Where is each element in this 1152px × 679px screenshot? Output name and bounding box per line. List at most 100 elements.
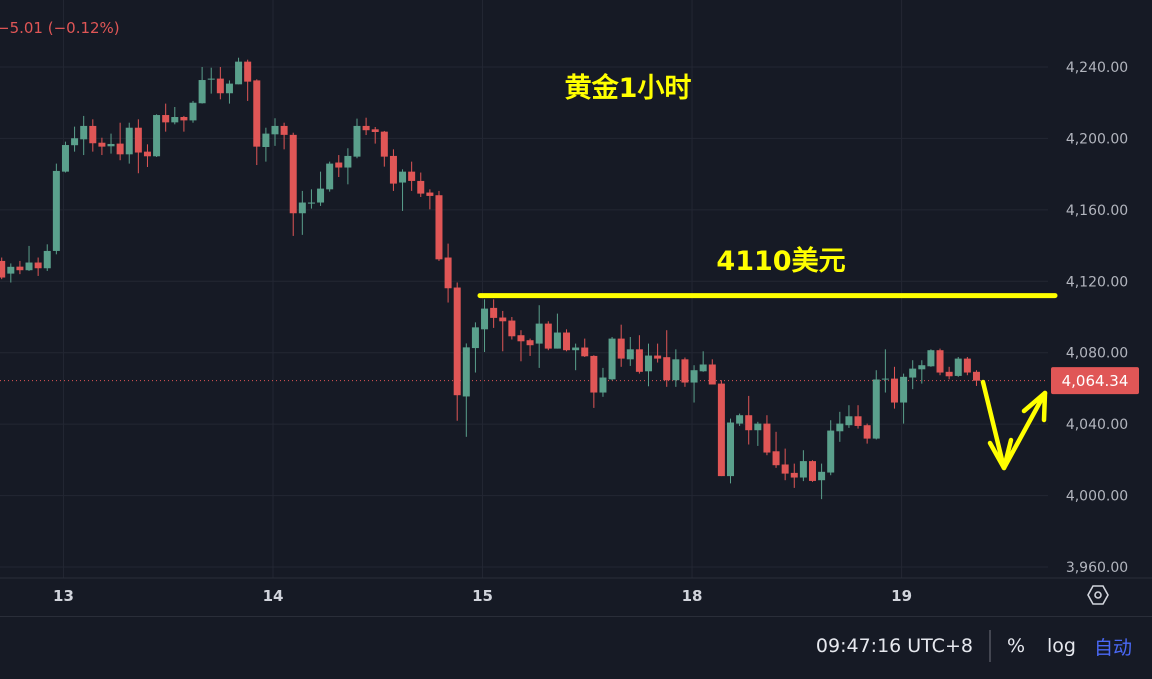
x-tick-label: 19 [891, 587, 912, 605]
candle-up [353, 118, 361, 159]
candle-body [125, 127, 133, 155]
candle-up [25, 245, 33, 271]
candle-down [134, 119, 142, 174]
candle-down [781, 448, 789, 481]
candle-down [16, 260, 24, 275]
y-tick-label: 4,080.00 [1066, 346, 1128, 362]
candle-body [909, 368, 917, 378]
candle-down [963, 356, 971, 376]
candle-body [872, 379, 880, 439]
candle-up [344, 148, 352, 185]
y-tick-label: 4,240.00 [1066, 60, 1128, 76]
candle-down [890, 366, 898, 409]
candle-body [25, 262, 33, 271]
candle-body [617, 338, 625, 359]
candle-body [763, 423, 771, 453]
x-tick-label: 15 [472, 587, 493, 605]
candle-down [280, 122, 288, 150]
candle-body [572, 347, 580, 351]
candle-down [417, 172, 425, 197]
candle-up [608, 336, 616, 381]
candle-down [972, 370, 980, 386]
x-tick-label: 18 [682, 587, 703, 605]
candle-body [936, 350, 944, 373]
candle-body [754, 423, 762, 431]
candle-body [590, 355, 598, 393]
time-axis[interactable]: 13 14 15 18 19 [53, 587, 912, 605]
candle-body [34, 262, 42, 269]
candle-body [207, 78, 215, 80]
candle-body [43, 250, 51, 269]
candle-body [253, 80, 261, 147]
candle-body [16, 266, 24, 271]
candle-body [462, 347, 470, 397]
candle-up [317, 171, 325, 206]
candle-body [371, 129, 379, 132]
candle-down [790, 463, 798, 488]
clock-timezone[interactable]: 09:47:16 UTC+8 [815, 635, 973, 657]
y-tick-label: 3,960.00 [1066, 560, 1128, 576]
candle-down [116, 122, 124, 161]
candle-down [936, 348, 944, 376]
candle-down [362, 117, 370, 136]
candle-body [389, 155, 397, 184]
candle-body [244, 61, 252, 82]
candle-body [699, 364, 707, 372]
auto-scale-toggle[interactable]: 自动 [1093, 636, 1132, 659]
candle-body [890, 378, 898, 403]
candle-down [34, 257, 42, 276]
candle-down [526, 338, 534, 356]
candle-body [417, 180, 425, 194]
candle-up [909, 360, 917, 390]
candle-body [927, 350, 935, 367]
log-scale-toggle[interactable]: log [1047, 635, 1076, 657]
hexagon-settings-icon[interactable] [1086, 583, 1110, 607]
candle-body [71, 138, 79, 146]
candle-body [353, 125, 361, 157]
candle-body [690, 370, 698, 383]
bottom-toolbar: 09:47:16 UTC+8 % log 自动 [0, 616, 1152, 679]
candle-down [654, 343, 662, 363]
candle-body [535, 323, 543, 344]
candle-up [225, 80, 233, 104]
candle-body [444, 257, 452, 289]
candle-down [162, 103, 170, 132]
candle-down [763, 415, 771, 456]
candlestick-chart[interactable]: 4,240.00 4,200.00 4,160.00 4,120.00 4,080.00… [0, 0, 1152, 616]
candle-body [918, 365, 926, 370]
candle-down [426, 189, 434, 210]
candle-body [827, 430, 835, 473]
candle-down [435, 190, 443, 261]
divider [988, 630, 991, 662]
candle-up [572, 343, 580, 371]
candle-body [508, 320, 516, 337]
candle-up [43, 244, 51, 271]
candle-body [453, 287, 461, 396]
candle-body [116, 143, 124, 155]
candle-up [727, 418, 734, 484]
candle-up [171, 106, 179, 125]
candle-down [453, 282, 461, 421]
forecast-arrow-annotation[interactable] [980, 379, 1048, 471]
candle-up [690, 365, 698, 403]
price-axis[interactable]: 4,240.00 4,200.00 4,160.00 4,120.00 4,080.00… [1066, 60, 1128, 576]
candle-up [918, 360, 926, 384]
level-annotation-label: 4110美元 [716, 245, 845, 277]
candle-up [927, 349, 935, 367]
candle-up [645, 343, 653, 387]
candle-down [863, 423, 871, 444]
candle-down [808, 460, 816, 482]
candle-body [481, 308, 489, 330]
candle-body [526, 340, 534, 346]
candle-up [153, 114, 161, 157]
candle-body [808, 461, 816, 481]
candle-body [836, 423, 844, 432]
candle-up [125, 122, 133, 164]
candle-up [845, 405, 853, 428]
candle-down [335, 155, 343, 177]
candle-down [371, 126, 379, 144]
percent-scale-toggle[interactable]: % [1006, 635, 1026, 657]
candle-body [972, 371, 980, 381]
x-tick-label: 14 [263, 587, 284, 605]
candle-body [143, 151, 151, 157]
